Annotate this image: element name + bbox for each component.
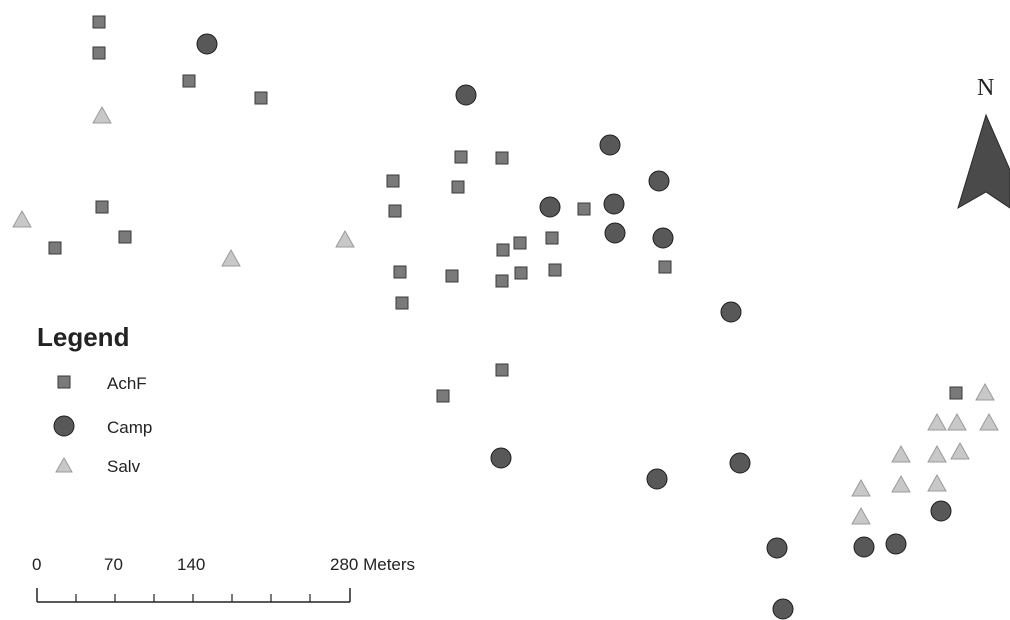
camp-point (766, 537, 788, 559)
camp-point (720, 301, 742, 323)
legend-circle-icon (53, 415, 75, 437)
salv-point (927, 444, 947, 463)
camp-point (539, 196, 561, 218)
achf-point (496, 243, 510, 257)
salv-point (891, 444, 911, 463)
legend-label-camp: Camp (107, 418, 152, 437)
achf-point (495, 151, 509, 165)
scale-tick-label-280: 280 Meters (330, 555, 415, 574)
legend: Legend AchF Camp Salv (37, 322, 152, 476)
achf-point (386, 174, 400, 188)
camp-point (885, 533, 907, 555)
salv-point (927, 473, 947, 492)
achf-point (95, 200, 109, 214)
scale-tick-label-0: 0 (32, 555, 41, 574)
camp-point (490, 447, 512, 469)
achf-point (48, 241, 62, 255)
achf-point (513, 236, 527, 250)
camp-point (455, 84, 477, 106)
camp-point (604, 222, 626, 244)
camp-point (729, 452, 751, 474)
salv-point (927, 412, 947, 431)
legend-label-achf: AchF (107, 374, 147, 393)
achf-point (658, 260, 672, 274)
legend-title: Legend (37, 322, 129, 352)
achf-point (92, 15, 106, 29)
achf-point (395, 296, 409, 310)
feature-points (12, 15, 999, 620)
achf-point (545, 231, 559, 245)
salv-point (947, 412, 967, 431)
achf-point (495, 363, 509, 377)
achf-point (577, 202, 591, 216)
camp-point (652, 227, 674, 249)
scale-tick-label-70: 70 (104, 555, 123, 574)
salv-point (979, 412, 999, 431)
achf-point (436, 389, 450, 403)
achf-point (548, 263, 562, 277)
camp-point (930, 500, 952, 522)
scale-bar: 0 70 140 280 Meters (32, 555, 415, 603)
salv-point (975, 382, 995, 401)
camp-point (648, 170, 670, 192)
camp-point (853, 536, 875, 558)
achf-point (92, 46, 106, 60)
scale-tick-label-140: 140 (177, 555, 205, 574)
camp-point (196, 33, 218, 55)
north-arrow: N (957, 75, 1010, 210)
camp-point (603, 193, 625, 215)
legend-label-salv: Salv (107, 457, 141, 476)
north-arrow-icon (957, 113, 1010, 210)
achf-point (254, 91, 268, 105)
achf-point (182, 74, 196, 88)
legend-triangle-icon (55, 456, 73, 473)
camp-point (646, 468, 668, 490)
achf-point (118, 230, 132, 244)
north-label: N (977, 75, 994, 101)
achf-point (454, 150, 468, 164)
legend-square-icon (57, 375, 71, 389)
achf-point (445, 269, 459, 283)
achf-point (495, 274, 509, 288)
achf-point (949, 386, 963, 400)
salv-point (851, 478, 871, 497)
salv-point (335, 229, 355, 248)
achf-point (388, 204, 402, 218)
salv-point (950, 441, 970, 460)
salv-point (221, 248, 241, 267)
achf-point (393, 265, 407, 279)
salv-point (12, 209, 32, 228)
salv-point (891, 474, 911, 493)
camp-point (772, 598, 794, 620)
camp-point (599, 134, 621, 156)
achf-point (514, 266, 528, 280)
salv-point (851, 506, 871, 525)
achf-point (451, 180, 465, 194)
salv-point (92, 105, 112, 124)
